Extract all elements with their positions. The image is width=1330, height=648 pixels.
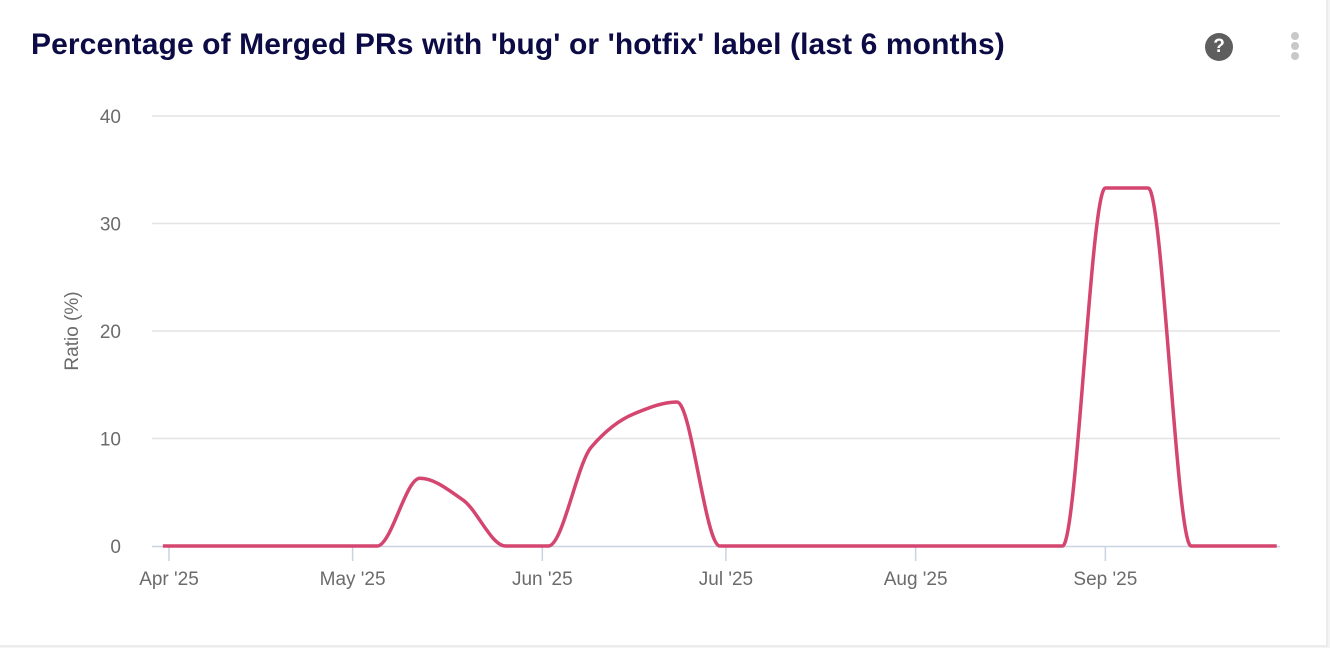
kebab-menu-icon[interactable]: [1286, 32, 1304, 64]
y-axis-label: Ratio (%): [62, 291, 83, 370]
y-tick-label: 20: [100, 322, 121, 343]
x-tick-label: May '25: [320, 569, 386, 590]
question-circle-icon[interactable]: ?: [1205, 33, 1233, 61]
y-tick-label: 0: [110, 537, 121, 558]
series-line: [162, 186, 1277, 548]
x-tick-label: Aug '25: [884, 569, 948, 590]
x-tick-label: Apr '25: [139, 569, 199, 590]
x-tick-label: Jun '25: [512, 569, 573, 590]
y-tick-label: 10: [100, 430, 121, 451]
y-tick-label: 40: [100, 107, 121, 128]
x-tick-label: Sep '25: [1073, 569, 1137, 590]
x-tick-label: Jul '25: [699, 569, 753, 590]
y-tick-label: 30: [100, 215, 121, 236]
chart-title: Percentage of Merged PRs with 'bug' or '…: [31, 28, 1005, 61]
